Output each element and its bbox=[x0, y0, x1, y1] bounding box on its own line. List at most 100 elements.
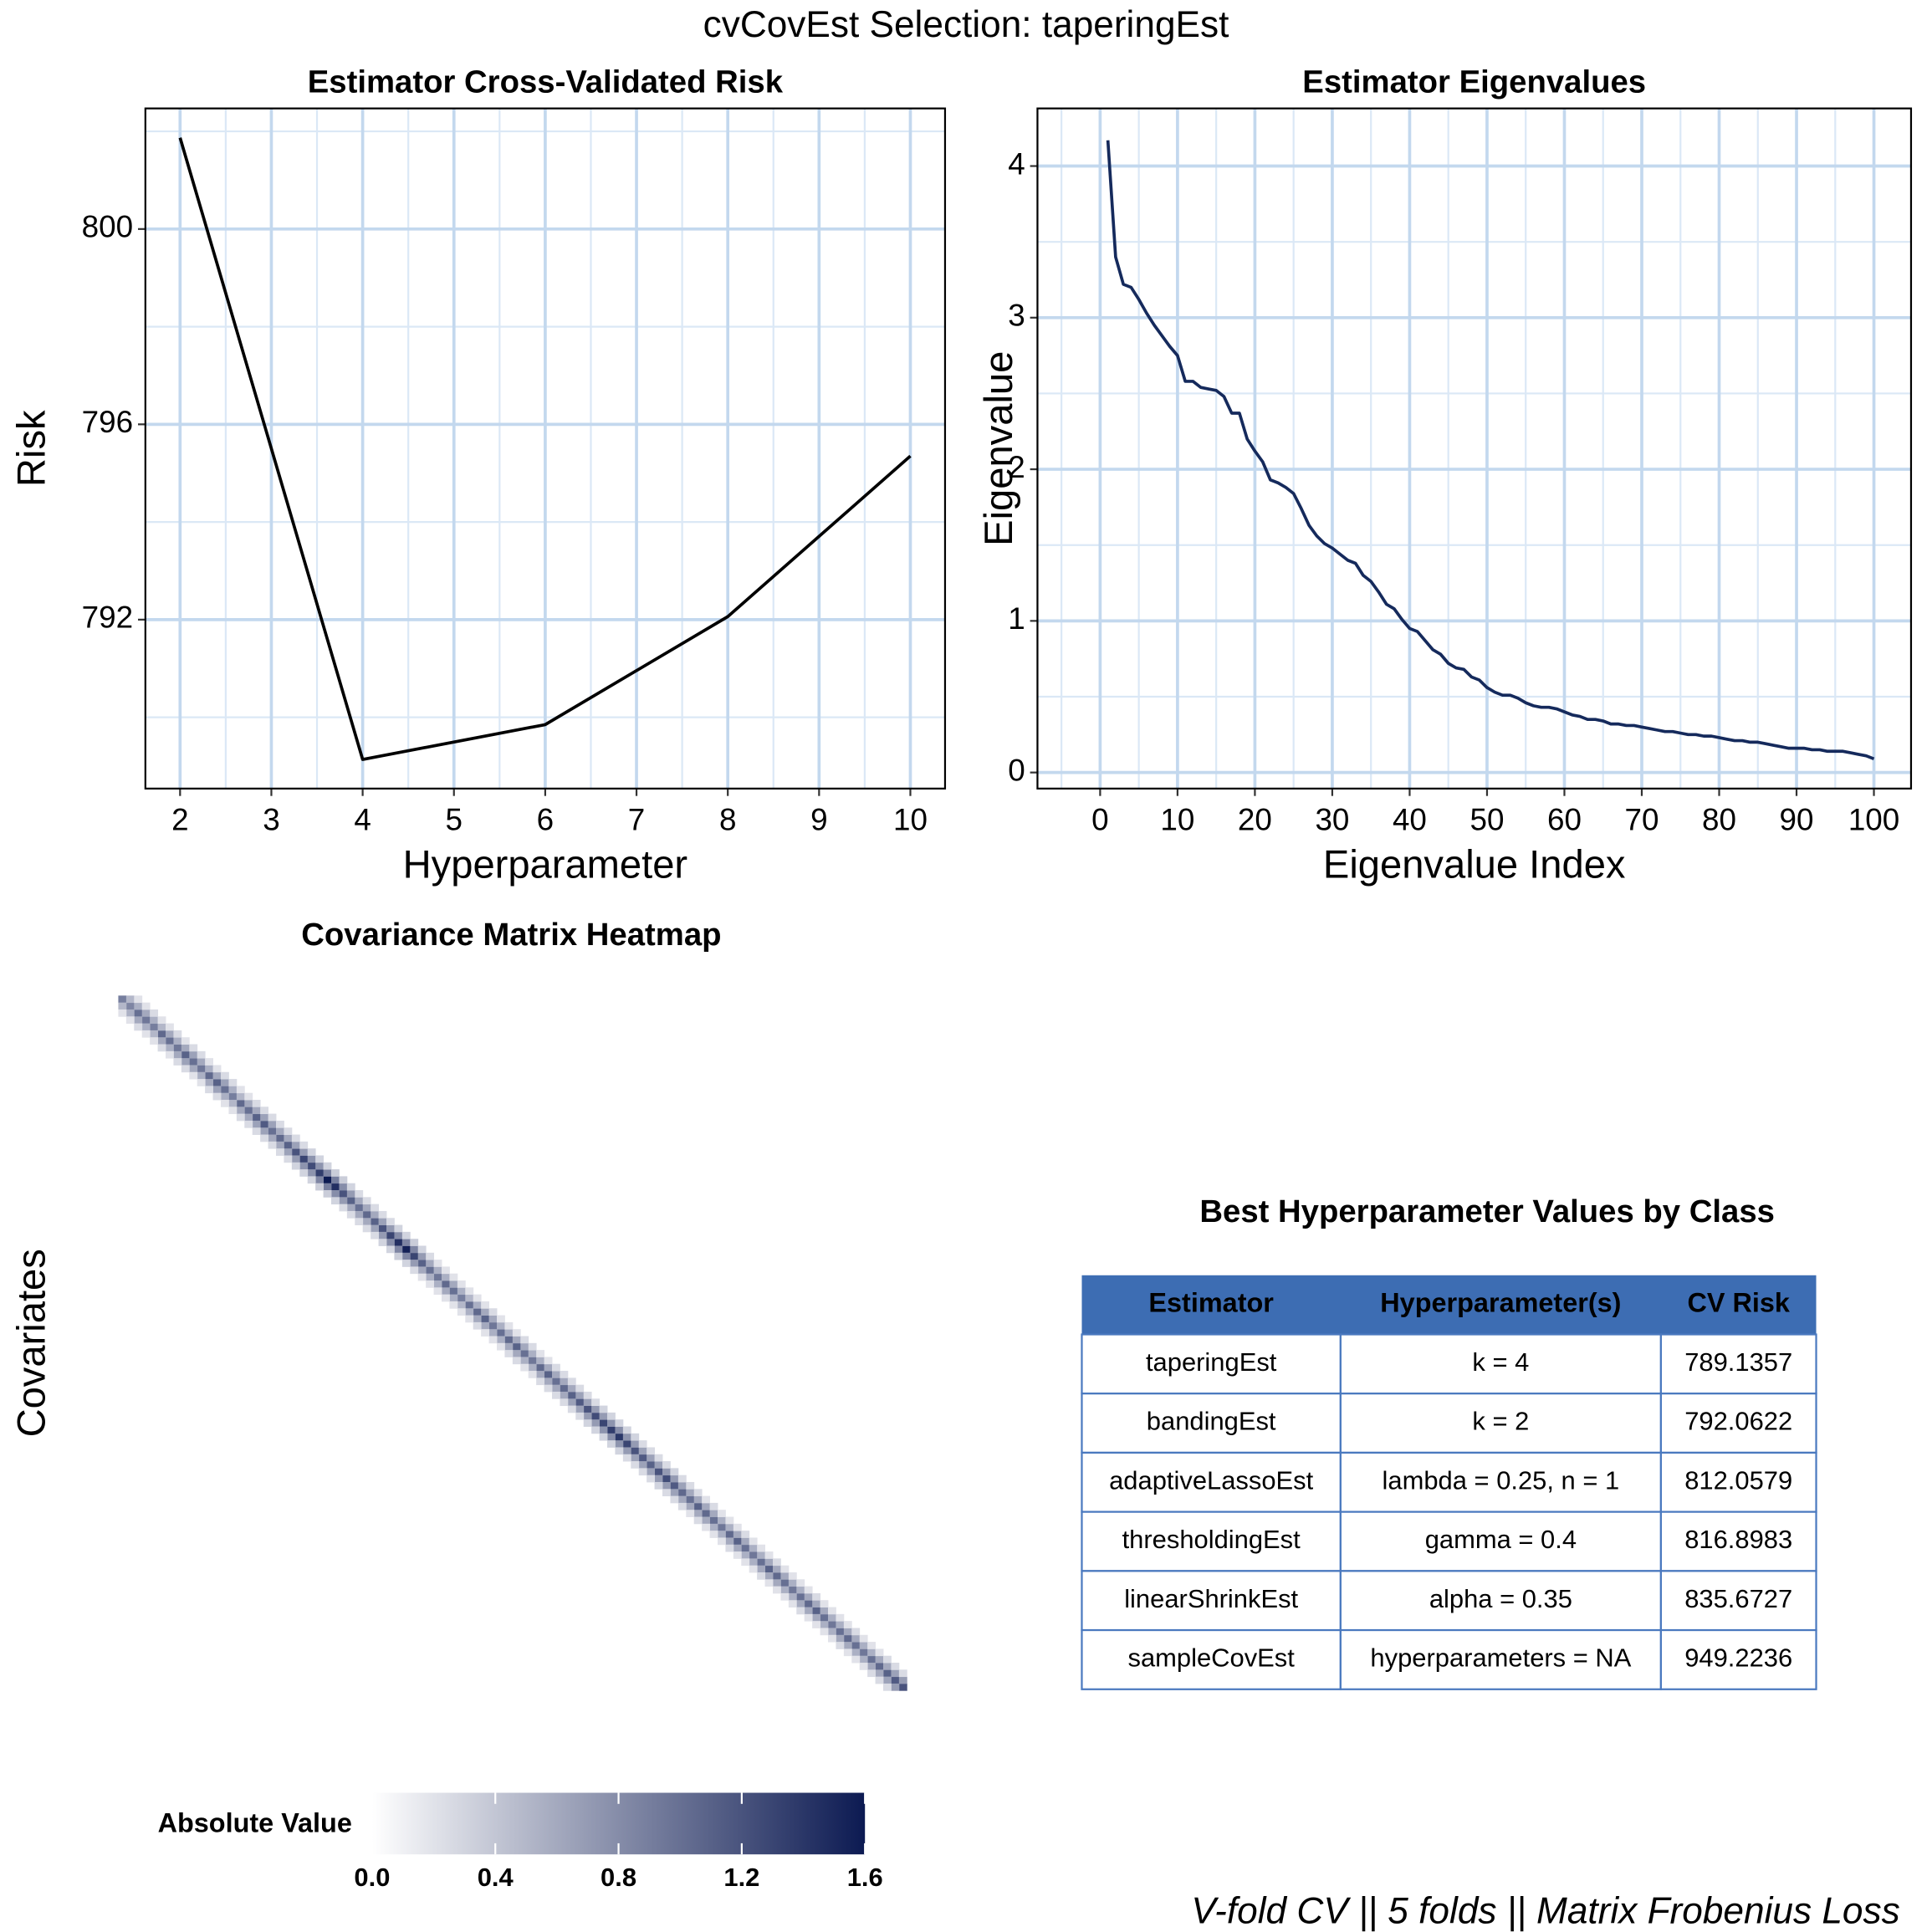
heat-cell bbox=[647, 1454, 656, 1462]
heat-cell bbox=[591, 1419, 601, 1427]
heat-cell bbox=[709, 1531, 718, 1538]
heat-cell bbox=[330, 1183, 340, 1191]
heat-cell bbox=[125, 1002, 135, 1010]
heat-cell bbox=[575, 1398, 585, 1407]
heat-cell bbox=[362, 1224, 371, 1233]
heat-cell bbox=[323, 1169, 332, 1177]
table-cell-text: thresholdingEst bbox=[1122, 1525, 1301, 1554]
x-tick-label: 0 bbox=[1091, 802, 1108, 836]
heat-cell bbox=[473, 1321, 482, 1330]
heat-cell bbox=[796, 1579, 805, 1587]
heat-cell bbox=[417, 1266, 427, 1275]
table-cell bbox=[1659, 1510, 1817, 1572]
heat-cell bbox=[867, 1655, 877, 1664]
heat-cell bbox=[686, 1481, 695, 1490]
x-tick-label: 2 bbox=[171, 802, 188, 836]
heat-cell bbox=[465, 1287, 474, 1296]
heat-cell bbox=[859, 1634, 868, 1643]
x-tick-label: 9 bbox=[810, 802, 827, 836]
table-cell bbox=[1339, 1510, 1662, 1572]
heat-cell bbox=[583, 1412, 592, 1420]
table-cell-text: 816.8983 bbox=[1684, 1525, 1792, 1554]
heat-cell bbox=[481, 1321, 490, 1330]
heat-cell bbox=[828, 1621, 836, 1628]
heat-cell bbox=[749, 1544, 758, 1552]
heat-cell bbox=[355, 1190, 364, 1198]
heat-cell bbox=[181, 1065, 190, 1073]
heat-cell bbox=[733, 1523, 742, 1531]
heat-cell bbox=[497, 1336, 505, 1344]
heat-cell bbox=[599, 1405, 608, 1413]
heat-cell bbox=[552, 1363, 560, 1372]
heat-cell bbox=[693, 1516, 703, 1525]
heat-cell bbox=[749, 1537, 758, 1546]
heat-cell bbox=[457, 1294, 466, 1302]
heat-cell bbox=[228, 1092, 238, 1101]
heat-cell bbox=[677, 1502, 687, 1510]
heat-cell bbox=[575, 1384, 585, 1393]
heat-cell bbox=[773, 1572, 781, 1580]
heat-cell bbox=[276, 1120, 284, 1128]
table-header: Hyperparameter(s) bbox=[1380, 1288, 1621, 1318]
heat-cell bbox=[898, 1669, 907, 1678]
heat-cell bbox=[788, 1572, 797, 1580]
heat-cell bbox=[307, 1155, 316, 1163]
heat-cell bbox=[528, 1363, 537, 1372]
heat-cell bbox=[780, 1565, 790, 1573]
heat-cell bbox=[638, 1461, 647, 1469]
heat-cell bbox=[718, 1531, 726, 1538]
heat-cell bbox=[442, 1287, 450, 1296]
heat-cell bbox=[355, 1218, 364, 1225]
heat-cell bbox=[315, 1162, 325, 1170]
heat-cell bbox=[457, 1287, 466, 1296]
table-cell-text: 835.6727 bbox=[1684, 1584, 1792, 1613]
heat-cell bbox=[796, 1600, 805, 1607]
heat-cell bbox=[346, 1183, 355, 1191]
heat-cell bbox=[686, 1495, 695, 1504]
heat-cell bbox=[512, 1342, 521, 1351]
heat-cell bbox=[426, 1266, 435, 1275]
heat-cell bbox=[315, 1183, 325, 1191]
x-axis-title: Hyperparameter bbox=[403, 842, 687, 887]
table-title: Best Hyperparameter Values by Class bbox=[1199, 1193, 1775, 1229]
heat-cell bbox=[536, 1350, 545, 1357]
heat-cell bbox=[386, 1239, 395, 1246]
heat-cell bbox=[560, 1398, 569, 1407]
panel-title: Estimator Eigenvalues bbox=[1302, 64, 1646, 100]
heat-cell bbox=[615, 1440, 624, 1448]
heat-cell bbox=[591, 1412, 601, 1420]
heat-cell bbox=[157, 1016, 166, 1025]
heat-cell bbox=[141, 1016, 151, 1025]
heat-cell bbox=[859, 1648, 868, 1657]
heat-cell bbox=[394, 1245, 403, 1254]
heat-cell bbox=[165, 1023, 174, 1031]
heat-cell bbox=[820, 1628, 829, 1636]
heat-cell bbox=[662, 1461, 671, 1469]
heat-cell bbox=[276, 1134, 284, 1142]
heat-cell bbox=[875, 1663, 884, 1670]
heat-cell bbox=[859, 1642, 868, 1649]
heat-cell bbox=[497, 1342, 505, 1351]
heat-cell bbox=[867, 1648, 877, 1657]
heat-cell bbox=[362, 1197, 371, 1205]
heat-cell bbox=[417, 1245, 427, 1254]
heat-cell bbox=[165, 1030, 174, 1038]
heat-cell bbox=[552, 1391, 560, 1399]
heat-cell bbox=[346, 1210, 355, 1219]
heat-cell bbox=[299, 1155, 309, 1163]
heat-cell bbox=[284, 1148, 293, 1156]
plot-border bbox=[1036, 107, 1913, 790]
heat-cell bbox=[804, 1592, 813, 1601]
y-tick-label: 2 bbox=[1008, 450, 1025, 484]
heat-cell bbox=[843, 1628, 852, 1636]
heat-cell bbox=[583, 1419, 592, 1427]
heat-cell bbox=[804, 1586, 813, 1594]
heat-cell bbox=[141, 1023, 151, 1031]
panel-title: Estimator Cross-Validated Risk bbox=[308, 64, 784, 100]
heat-cell bbox=[677, 1475, 687, 1483]
heat-cell bbox=[228, 1107, 238, 1115]
heat-cell bbox=[662, 1475, 671, 1483]
heat-cell bbox=[165, 1050, 174, 1059]
heat-cell bbox=[244, 1099, 253, 1107]
heat-cell bbox=[820, 1607, 829, 1615]
